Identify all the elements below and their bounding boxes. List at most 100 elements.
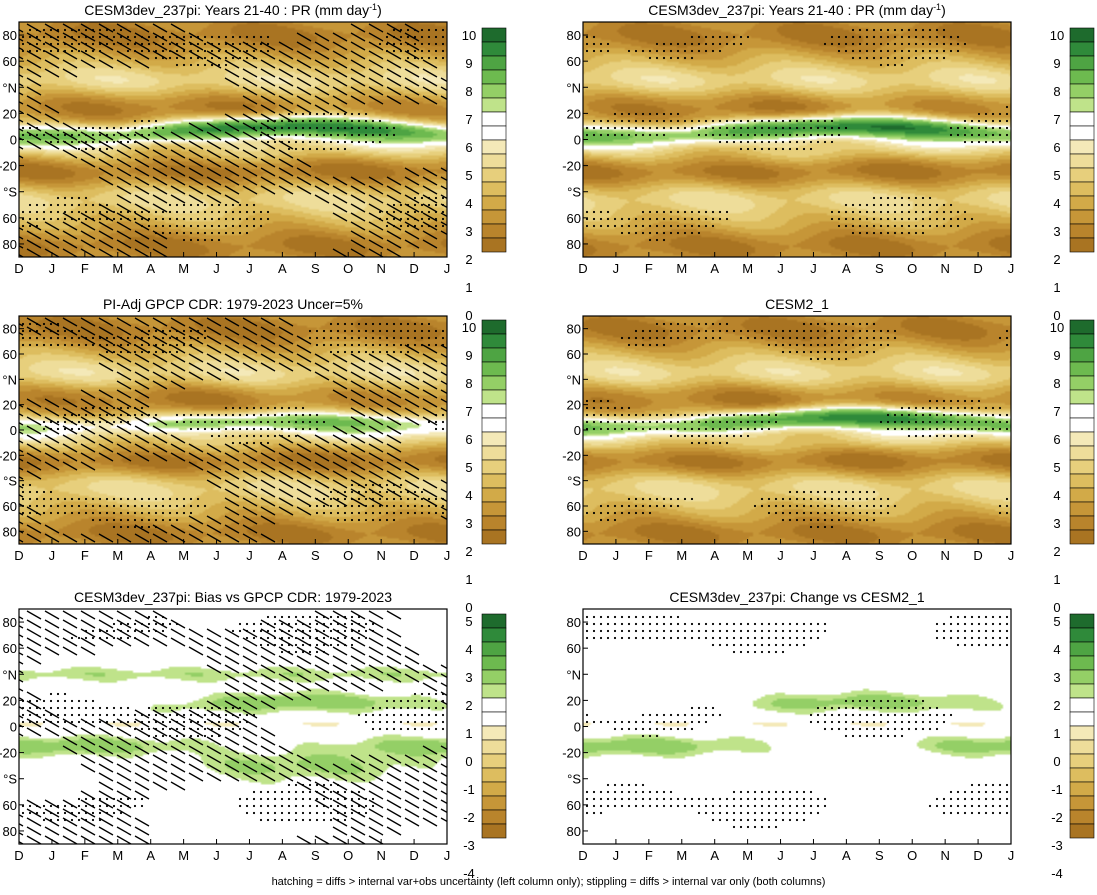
hatch-line [170, 194, 186, 204]
stipple-dot [648, 56, 652, 60]
stipple-dot [224, 413, 228, 417]
stipple-dot [725, 804, 729, 808]
hatch-line [98, 452, 114, 462]
stipple-dot [238, 406, 242, 410]
stipple-dot [126, 804, 130, 808]
stipple-dot [343, 147, 347, 151]
hatch-line [19, 322, 24, 327]
hatch-line [440, 176, 447, 182]
y-tick-label: 60 [3, 499, 17, 514]
stipple-dot [357, 119, 361, 123]
stipple-dot [662, 112, 666, 116]
stipple-dot [879, 699, 883, 703]
stipple-dot [683, 224, 687, 228]
hatch-line [116, 32, 132, 42]
stipple-dot [427, 720, 431, 724]
stipple-dot [872, 49, 876, 53]
stipple-dot [238, 434, 242, 438]
stipple-dot [434, 504, 438, 508]
stipple-dot [956, 133, 960, 137]
hatch-line [224, 113, 240, 123]
y-tick-label: °N [2, 372, 17, 387]
stipple-dot [872, 322, 876, 326]
stipple-dot [879, 336, 883, 340]
stipple-dot [98, 140, 102, 144]
stipple-dot [837, 511, 841, 515]
stipple-dot [343, 497, 347, 501]
stipple-dot [844, 49, 848, 53]
hatch-line [242, 646, 258, 656]
stipple-dot [592, 210, 596, 214]
stipple-dot [844, 357, 848, 361]
hatch-line [170, 763, 186, 773]
hatch-line [386, 176, 402, 186]
stipple-dot [56, 35, 60, 39]
stipple-dot [203, 56, 207, 60]
stipple-dot [231, 706, 235, 710]
stipple-dot [809, 140, 813, 144]
stipple-dot [252, 203, 256, 207]
stipple-dot [98, 413, 102, 417]
stipple-dot [280, 406, 284, 410]
stipple-dot [350, 615, 354, 619]
hatch-line [116, 41, 132, 51]
stipple-dot [662, 126, 666, 130]
stipple-dot [669, 231, 673, 235]
stipple-dot [441, 413, 445, 417]
stipple-dot [392, 706, 396, 710]
stipple-dot [648, 343, 652, 347]
stipple-dot [872, 518, 876, 522]
stipple-dot [294, 427, 298, 431]
stipple-dot [991, 427, 995, 431]
stipple-dot [984, 112, 988, 116]
hatch-line [116, 610, 132, 620]
stipple-dot [84, 504, 88, 508]
stipple-dot [42, 35, 46, 39]
stipple-dot [168, 511, 172, 515]
stipple-dot [879, 196, 883, 200]
stipple-dot [189, 336, 193, 340]
stipple-dot [998, 643, 1002, 647]
stipple-dot [420, 210, 424, 214]
hatch-line [98, 754, 114, 764]
stipple-dot [210, 210, 214, 214]
x-tick-label: J [444, 548, 451, 563]
hatch-line [44, 230, 60, 240]
stipple-dot [893, 210, 897, 214]
x-tick-label: J [810, 848, 817, 863]
x-tick-label: O [343, 261, 353, 276]
stipple-dot [21, 224, 25, 228]
stipple-dot [28, 126, 32, 130]
stipple-dot [28, 210, 32, 214]
stipple-dot [378, 490, 382, 494]
stipple-dot [823, 706, 827, 710]
stipple-dot [718, 49, 722, 53]
hatch-line [26, 691, 42, 701]
x-tick-label: D [14, 261, 23, 276]
stipple-dot [697, 126, 701, 130]
hatch-line [134, 230, 150, 240]
hatch-line [314, 781, 330, 791]
stipple-dot [928, 399, 932, 403]
hatch-line [26, 248, 42, 257]
stipple-dot [760, 336, 764, 340]
stipple-dot [732, 119, 736, 123]
stipple-dot [795, 622, 799, 626]
stipple-dot [634, 629, 638, 633]
hatch-line [152, 763, 168, 773]
hatch-line [350, 637, 366, 647]
stipple-dot [343, 112, 347, 116]
stipple-dot [182, 497, 186, 501]
stipple-dot [858, 56, 862, 60]
hatch-line [19, 100, 24, 105]
stipple-dot [634, 413, 638, 417]
stipple-dot [921, 413, 925, 417]
stipple-dot [406, 713, 410, 717]
stipple-dot [329, 490, 333, 494]
hatch-line [404, 488, 420, 498]
field-p2 [583, 22, 1011, 257]
hatch-line [296, 763, 312, 773]
hatch-line [224, 443, 240, 453]
stipple-dot [77, 217, 81, 221]
stipple-dot [196, 224, 200, 228]
